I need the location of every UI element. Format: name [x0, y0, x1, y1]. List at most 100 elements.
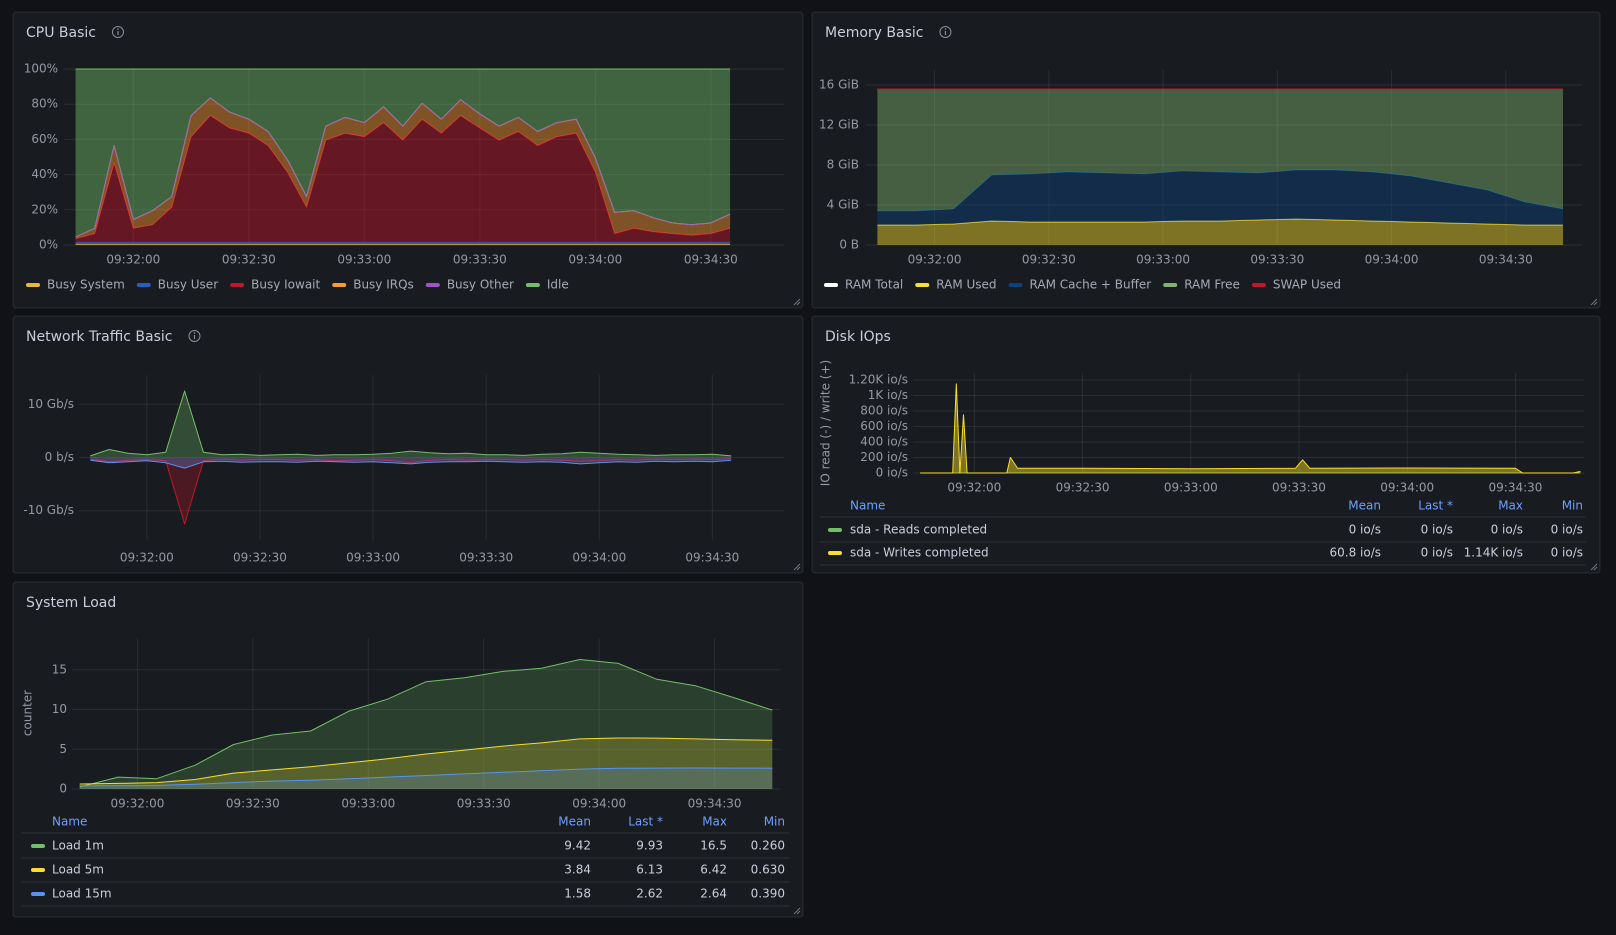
- y-axis-label: counter: [21, 690, 35, 736]
- legend-stat: 2.62: [636, 887, 663, 901]
- x-tick-label: 09:34:00: [572, 551, 626, 565]
- x-tick-label: 09:33:30: [459, 551, 513, 565]
- legend-stat: 60.8 io/s: [1329, 546, 1381, 560]
- y-tick-label: 0 b/s: [45, 450, 74, 464]
- legend-header: Name: [850, 499, 885, 513]
- legend-swatch: [915, 283, 930, 287]
- legend-swatch: [31, 844, 45, 848]
- x-tick-label: 09:34:30: [1489, 481, 1543, 495]
- info-icon-dot: [193, 332, 196, 334]
- series-line: [877, 218, 1563, 226]
- series-line: [79, 767, 773, 787]
- y-tick-label: -10 Gb/s: [23, 503, 74, 517]
- legend-swatch: [828, 528, 842, 532]
- legend-label: Busy IRQs: [353, 278, 414, 292]
- y-tick-label: 400 io/s: [860, 434, 908, 448]
- x-tick-label: 09:32:00: [120, 551, 174, 565]
- info-icon-dot: [117, 28, 119, 30]
- resize-handle: [793, 563, 801, 571]
- x-tick-label: 09:34:30: [685, 551, 739, 565]
- series-area: [90, 457, 732, 469]
- panel-title: Disk IOps: [825, 329, 891, 345]
- y-tick-label: 8 GiB: [827, 158, 859, 172]
- y-tick-label: 20%: [31, 202, 58, 216]
- x-tick-label: 09:33:00: [1136, 253, 1190, 267]
- info-icon-dot: [944, 28, 947, 30]
- y-tick-label: 4 GiB: [827, 198, 859, 212]
- series-line: [79, 737, 773, 785]
- y-tick-label: 16 GiB: [819, 78, 859, 92]
- x-tick-label: 09:32:00: [110, 797, 164, 811]
- x-tick-label: 09:33:00: [1164, 481, 1218, 495]
- x-tick-label: 09:33:30: [1250, 253, 1304, 267]
- series-area: [75, 115, 731, 243]
- legend-label: RAM Free: [1184, 278, 1240, 292]
- x-tick-label: 09:33:00: [346, 551, 400, 565]
- x-tick-label: 09:33:30: [1272, 481, 1326, 495]
- panel-title: System Load: [26, 595, 116, 611]
- legend-swatch: [26, 283, 40, 287]
- y-tick-label: 80%: [31, 97, 58, 111]
- y-tick-label: 12 GiB: [819, 118, 859, 132]
- y-tick-label: 60%: [31, 132, 58, 146]
- y-tick-label: 10: [52, 702, 67, 716]
- y-tick-label: 5: [59, 742, 67, 756]
- x-tick-label: 09:34:30: [1479, 253, 1533, 267]
- panel: [811, 315, 1601, 574]
- panel-title: CPU Basic: [26, 25, 96, 41]
- legend-stat: 0.630: [751, 863, 785, 877]
- y-tick-label: 0 B: [839, 238, 859, 252]
- legend-stat: 0.390: [751, 887, 785, 901]
- y-tick-label: 0: [59, 782, 67, 796]
- legend-header: Name: [52, 815, 87, 829]
- legend-stat: 16.5: [700, 839, 727, 853]
- legend-label: Busy User: [158, 278, 218, 292]
- legend-stat: 1.14K io/s: [1464, 546, 1523, 560]
- panel-title: Network Traffic Basic: [26, 329, 172, 345]
- legend-header: Last *: [1418, 499, 1453, 513]
- y-tick-label: 40%: [31, 167, 58, 181]
- legend-label: sda - Writes completed: [850, 546, 989, 560]
- legend-header: Mean: [1348, 499, 1381, 513]
- x-tick-label: 09:34:30: [684, 253, 738, 267]
- series-area: [877, 170, 1563, 225]
- x-tick-label: 09:34:00: [1380, 481, 1434, 495]
- legend-label: RAM Used: [936, 278, 996, 292]
- legend-swatch: [1251, 283, 1266, 287]
- legend-header: Mean: [558, 815, 591, 829]
- legend-stat: 2.64: [700, 887, 727, 901]
- legend-swatch: [31, 868, 45, 872]
- legend-swatch: [230, 283, 245, 287]
- resize-handle: [1590, 563, 1598, 571]
- legend-stat: 0 io/s: [1349, 523, 1381, 537]
- panel: [12, 11, 804, 309]
- y-tick-label: 0 io/s: [876, 466, 908, 480]
- x-tick-label: 09:32:30: [1022, 253, 1076, 267]
- info-icon: [939, 26, 952, 38]
- series-line: [90, 459, 732, 469]
- info-icon: [111, 26, 124, 38]
- y-tick-label: 200 io/s: [860, 450, 908, 464]
- legend-stat: 9.42: [564, 839, 591, 853]
- x-tick-label: 09:32:00: [106, 253, 160, 267]
- legend-swatch: [136, 283, 151, 287]
- series-area: [75, 69, 731, 238]
- y-axis-label: IO read (-) / write (+): [819, 360, 833, 486]
- info-icon: [188, 330, 201, 342]
- legend-label: RAM Cache + Buffer: [1030, 278, 1152, 292]
- y-tick-label: 100%: [24, 62, 58, 76]
- legend-stat: 0 io/s: [1551, 523, 1583, 537]
- series-area: [79, 768, 773, 789]
- resize-handle: [793, 298, 801, 306]
- legend-swatch: [828, 551, 842, 555]
- legend-label: Load 1m: [52, 839, 104, 853]
- legend-stat: 0 io/s: [1421, 523, 1453, 537]
- series-line: [90, 458, 732, 525]
- legend-header: Max: [702, 815, 727, 829]
- legend-swatch: [525, 283, 540, 287]
- legend-swatch: [332, 283, 347, 287]
- x-tick-label: 09:34:00: [572, 797, 626, 811]
- panel: [811, 11, 1601, 309]
- y-tick-label: 1.20K io/s: [849, 372, 908, 386]
